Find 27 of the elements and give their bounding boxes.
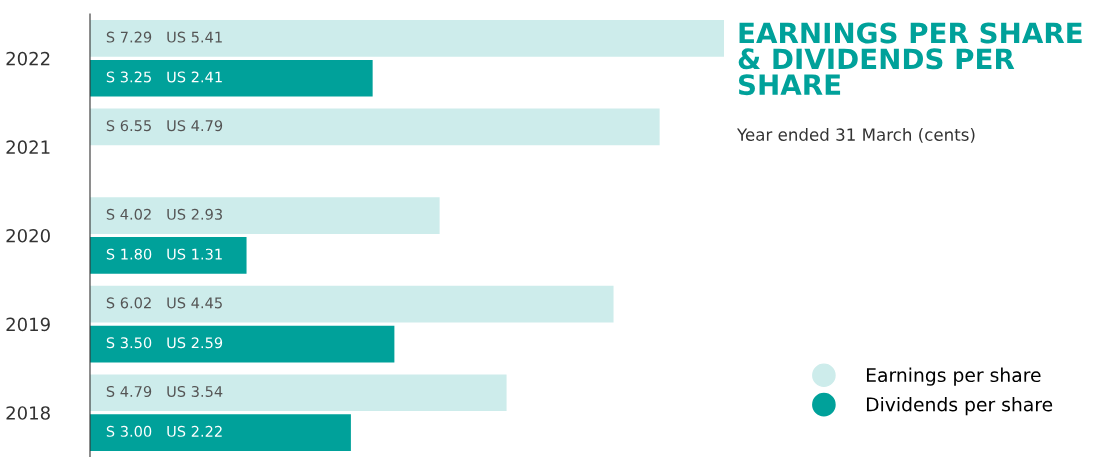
text: EARNINGS PER SHARE & DIVIDENDS PER SHARE bbox=[738, 22, 1082, 96]
y-tick-label: 2021 bbox=[6, 140, 50, 155]
data-label: S 6.02 US 4.45 bbox=[106, 297, 222, 309]
data-label: S 3.00 US 2.22 bbox=[106, 425, 222, 437]
bar bbox=[90, 197, 440, 234]
bar bbox=[90, 108, 660, 146]
data-label: S 1.80 US 1.31 bbox=[106, 248, 222, 260]
bar bbox=[90, 325, 395, 363]
legend-label: Dividends per share bbox=[866, 396, 1053, 416]
bar bbox=[90, 414, 351, 451]
bar bbox=[90, 20, 724, 57]
data-label: S 6.55 US 4.79 bbox=[106, 120, 223, 132]
bar bbox=[90, 59, 373, 97]
data-label: S 3.50 US 2.59 bbox=[106, 337, 223, 349]
bar bbox=[90, 237, 247, 274]
data-label: S 3.25 US 2.41 bbox=[106, 71, 222, 83]
y-tick-label: 2022 bbox=[6, 51, 50, 66]
text: Year ended 31 March (cents) bbox=[736, 128, 975, 143]
y-tick-label: 2020 bbox=[6, 228, 50, 243]
data-label: S 4.79 US 3.54 bbox=[106, 385, 223, 397]
data-label: S 4.02 US 2.93 bbox=[106, 208, 222, 220]
bar bbox=[90, 374, 507, 412]
bar bbox=[90, 285, 614, 323]
legend-label: Earnings per share bbox=[866, 367, 1041, 386]
y-tick-label: 2018 bbox=[6, 406, 50, 420]
y-tick-label: 2019 bbox=[6, 317, 50, 332]
data-label: S 7.29 US 5.41 bbox=[106, 31, 222, 43]
